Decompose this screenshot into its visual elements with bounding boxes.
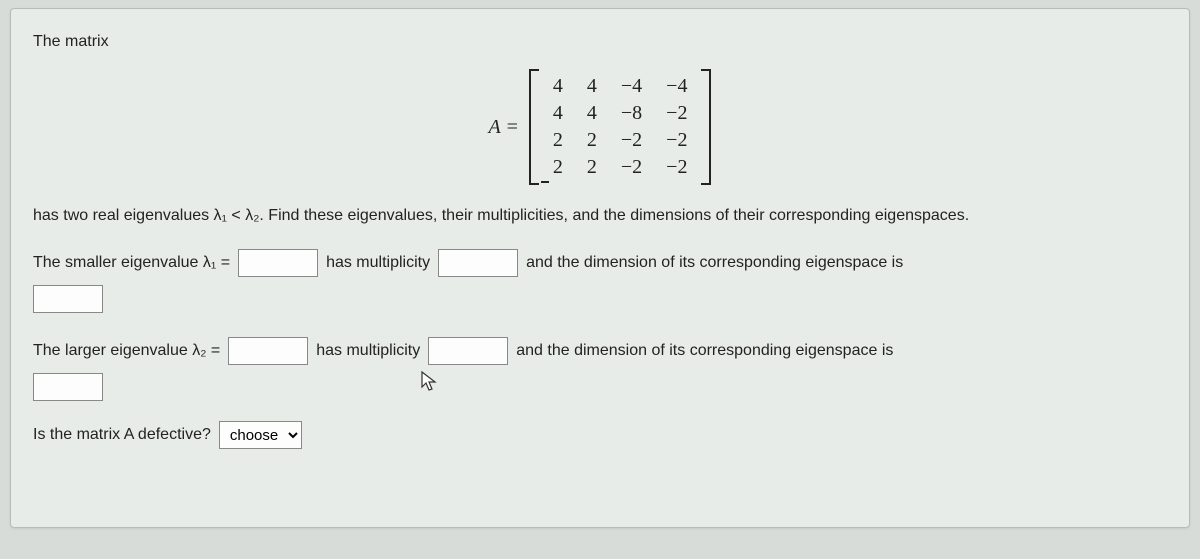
matrix-display: A = 4 4 −4 −4 4 4 −8 −2 2 2 [33, 69, 1167, 185]
matrix-cell: −2 [654, 100, 699, 127]
larger-eigenvalue-input[interactable] [228, 337, 308, 365]
larger-eigenspace-dim-input[interactable] [33, 373, 103, 401]
matrix-cell: −8 [609, 100, 654, 127]
matrix-cell: 4 [541, 100, 575, 127]
matrix-cell: 4 [541, 73, 575, 100]
matrix-cell: 2 [541, 127, 575, 154]
question-panel: The matrix A = 4 4 −4 −4 4 4 −8 −2 2 [10, 8, 1190, 528]
matrix-cell: 2 [575, 127, 609, 154]
matrix-cell: 2 [575, 154, 609, 181]
matrix-grid: 4 4 −4 −4 4 4 −8 −2 2 2 −2 −2 [541, 73, 700, 181]
defective-select[interactable]: choose [219, 421, 302, 449]
smaller-eigenvalue-input[interactable] [238, 249, 318, 277]
larger-label: The larger eigenvalue λ₂ = [33, 342, 220, 360]
cursor-icon [420, 370, 438, 392]
smaller-label: The smaller eigenvalue λ₁ = [33, 254, 230, 272]
instruction-text: has two real eigenvalues λ₁ < λ₂. Find t… [33, 207, 1167, 225]
matrix-cell: −2 [654, 127, 699, 154]
larger-eigenvalue-row: The larger eigenvalue λ₂ = has multiplic… [33, 337, 1167, 365]
matrix-cell: −4 [609, 73, 654, 100]
matrix-label: A = [489, 116, 519, 139]
matrix-cell: 4 [575, 73, 609, 100]
matrix-cell: −2 [609, 127, 654, 154]
smaller-eigenspace-dim-input[interactable] [33, 285, 103, 313]
matrix-cell: 2 [541, 154, 575, 181]
matrix-cell: −2 [609, 154, 654, 181]
matrix-cell: −4 [654, 73, 699, 100]
smaller-mult-label: has multiplicity [326, 254, 430, 272]
intro-text: The matrix [33, 33, 1167, 51]
smaller-eigenvalue-row: The smaller eigenvalue λ₁ = has multipli… [33, 249, 1167, 277]
defective-label: Is the matrix A defective? [33, 426, 211, 444]
matrix-cell: −2 [654, 154, 699, 181]
smaller-dim-label: and the dimension of its corresponding e… [526, 254, 903, 272]
larger-multiplicity-input[interactable] [428, 337, 508, 365]
smaller-multiplicity-input[interactable] [438, 249, 518, 277]
matrix-bracket: 4 4 −4 −4 4 4 −8 −2 2 2 −2 −2 [529, 69, 712, 185]
larger-dim-label: and the dimension of its corresponding e… [516, 342, 893, 360]
larger-mult-label: has multiplicity [316, 342, 420, 360]
defective-row: Is the matrix A defective? choose [33, 421, 1167, 449]
matrix-cell: 4 [575, 100, 609, 127]
